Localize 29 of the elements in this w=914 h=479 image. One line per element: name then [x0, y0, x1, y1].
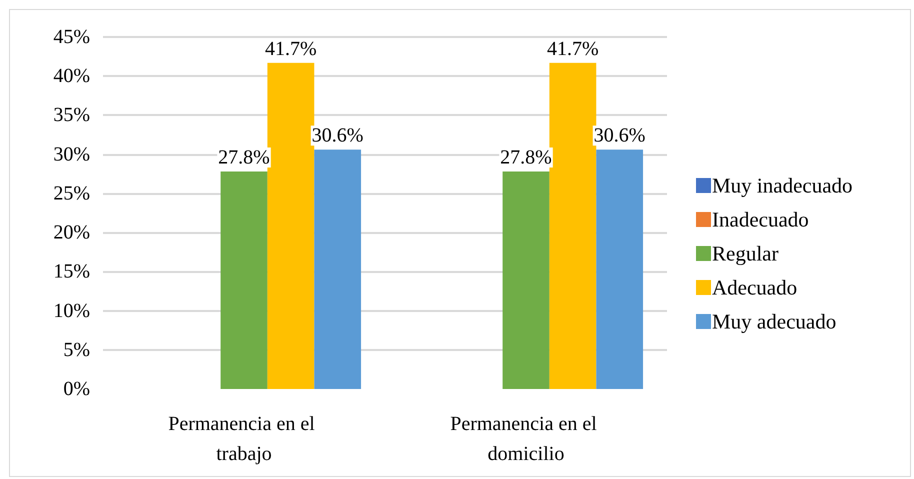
x-tick-label: Permanencia en el domicilio — [450, 413, 602, 465]
y-tick-label: 40% — [53, 65, 90, 88]
bar — [220, 172, 268, 389]
data-label: 41.7% — [264, 38, 317, 60]
data-label: 30.6% — [594, 124, 646, 147]
legend-label: Muy adecuado — [712, 310, 836, 334]
legend-label: Adecuado — [712, 276, 798, 300]
bar — [267, 62, 314, 389]
legend-label: Inadecuado — [712, 208, 809, 232]
bar — [502, 172, 550, 389]
data-label: 27.8% — [500, 146, 552, 169]
y-tick-label: 10% — [53, 300, 90, 322]
data-label: 30.6% — [312, 124, 364, 147]
data-label: 27.8% — [218, 146, 270, 169]
legend-label: Regular — [712, 242, 778, 266]
y-tick-label: 15% — [53, 260, 90, 283]
y-tick-label: 5% — [63, 338, 90, 361]
legend-label: Muy inadecuado — [712, 174, 853, 198]
bar — [596, 150, 644, 389]
y-tick-label: 30% — [53, 143, 90, 166]
y-tick-label: 20% — [53, 222, 90, 244]
y-tick-label: 25% — [53, 182, 90, 204]
y-tick-label: 35% — [53, 104, 90, 126]
y-tick-label: 0% — [63, 378, 90, 400]
bar — [549, 62, 596, 389]
y-tick-label: 45% — [53, 26, 90, 48]
x-tick-label: Permanencia en el trabajo — [168, 413, 320, 465]
data-label: 41.7% — [546, 38, 599, 60]
bar — [314, 150, 362, 389]
